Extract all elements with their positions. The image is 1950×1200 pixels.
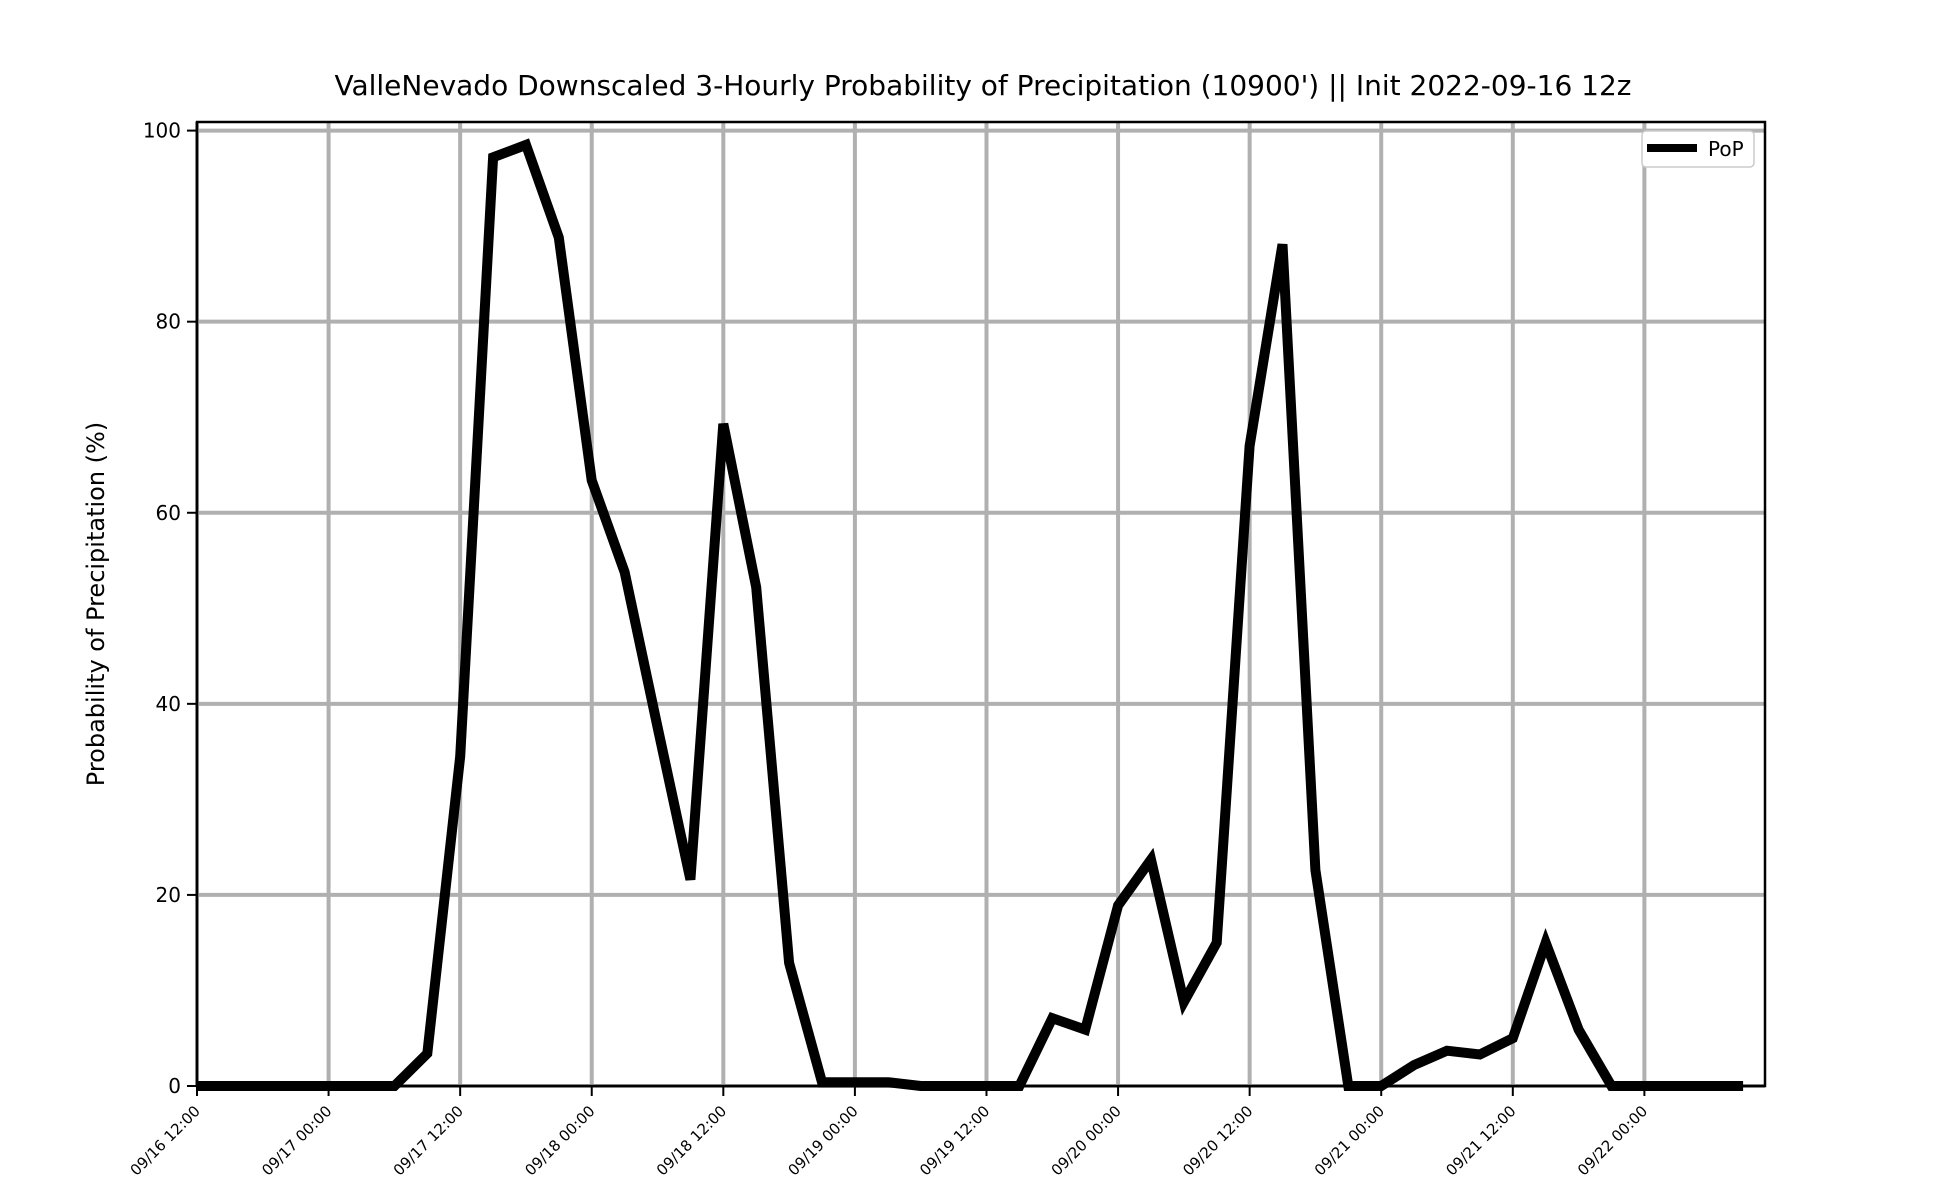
data-point <box>460 756 461 757</box>
chart-title: ValleNevado Downscaled 3-Hourly Probabil… <box>334 69 1631 102</box>
x-tick-label: 09/19 00:00 <box>784 1102 861 1179</box>
data-point <box>1578 1029 1579 1030</box>
x-tick-label: 09/17 12:00 <box>390 1102 467 1179</box>
y-tick-label: 20 <box>156 883 181 907</box>
plot-area-frame <box>195 120 1767 1088</box>
grid <box>195 122 1765 1088</box>
x-tick-label: 09/18 00:00 <box>521 1102 598 1179</box>
y-tick-label: 0 <box>168 1074 181 1098</box>
x-tick-label: 09/18 12:00 <box>653 1102 730 1179</box>
data-point <box>493 157 494 158</box>
data-point <box>1151 859 1152 860</box>
data-point <box>690 879 691 880</box>
data-point <box>1183 1001 1184 1002</box>
x-tick-label: 09/22 00:00 <box>1574 1102 1651 1179</box>
data-point <box>1479 1054 1480 1055</box>
y-axis-label: Probability of Precipitation (%) <box>82 422 110 786</box>
y-tick-label: 40 <box>156 692 181 716</box>
data-point <box>854 1082 855 1083</box>
axes-ticks: 09/16 12:00 09/17 00:00 09/17 12:00 09/18 0… <box>127 119 1652 1180</box>
data-point <box>526 144 527 145</box>
data-point <box>1282 244 1283 245</box>
data-point <box>1447 1050 1448 1051</box>
data-point <box>1085 1029 1086 1030</box>
data-point <box>427 1053 428 1054</box>
data-point <box>591 480 592 481</box>
x-tick-label: 09/16 12:00 <box>127 1102 204 1179</box>
data-point <box>1315 870 1316 871</box>
data-point <box>1249 445 1250 446</box>
data-point <box>1545 942 1546 943</box>
legend-box <box>1641 130 1755 168</box>
data-point <box>1216 942 1217 943</box>
y-tick-label: 100 <box>143 119 181 143</box>
data-point <box>789 962 790 963</box>
x-tick-label: 09/17 00:00 <box>258 1102 335 1179</box>
data-point <box>657 726 658 727</box>
data-point <box>624 572 625 573</box>
legend-label-pop: PoP <box>1708 137 1744 161</box>
data-point <box>723 423 724 424</box>
x-tick-label: 09/21 00:00 <box>1311 1102 1388 1179</box>
data-point <box>558 237 559 238</box>
data-point <box>1052 1018 1053 1019</box>
data-point <box>756 587 757 588</box>
x-tick-label: 09/21 12:00 <box>1442 1102 1519 1179</box>
x-tick-label: 09/19 12:00 <box>916 1102 993 1179</box>
data-point <box>1118 905 1119 906</box>
y-tick-label: 60 <box>156 501 181 525</box>
x-tick-label: 09/20 00:00 <box>1048 1102 1125 1179</box>
data-point <box>822 1082 823 1083</box>
data-point <box>1414 1065 1415 1066</box>
data-point <box>887 1082 888 1083</box>
y-tick-label: 80 <box>156 310 181 334</box>
x-tick-label: 09/20 12:00 <box>1179 1102 1256 1179</box>
data-point <box>1512 1038 1513 1039</box>
legend: PoP <box>1641 130 1755 168</box>
